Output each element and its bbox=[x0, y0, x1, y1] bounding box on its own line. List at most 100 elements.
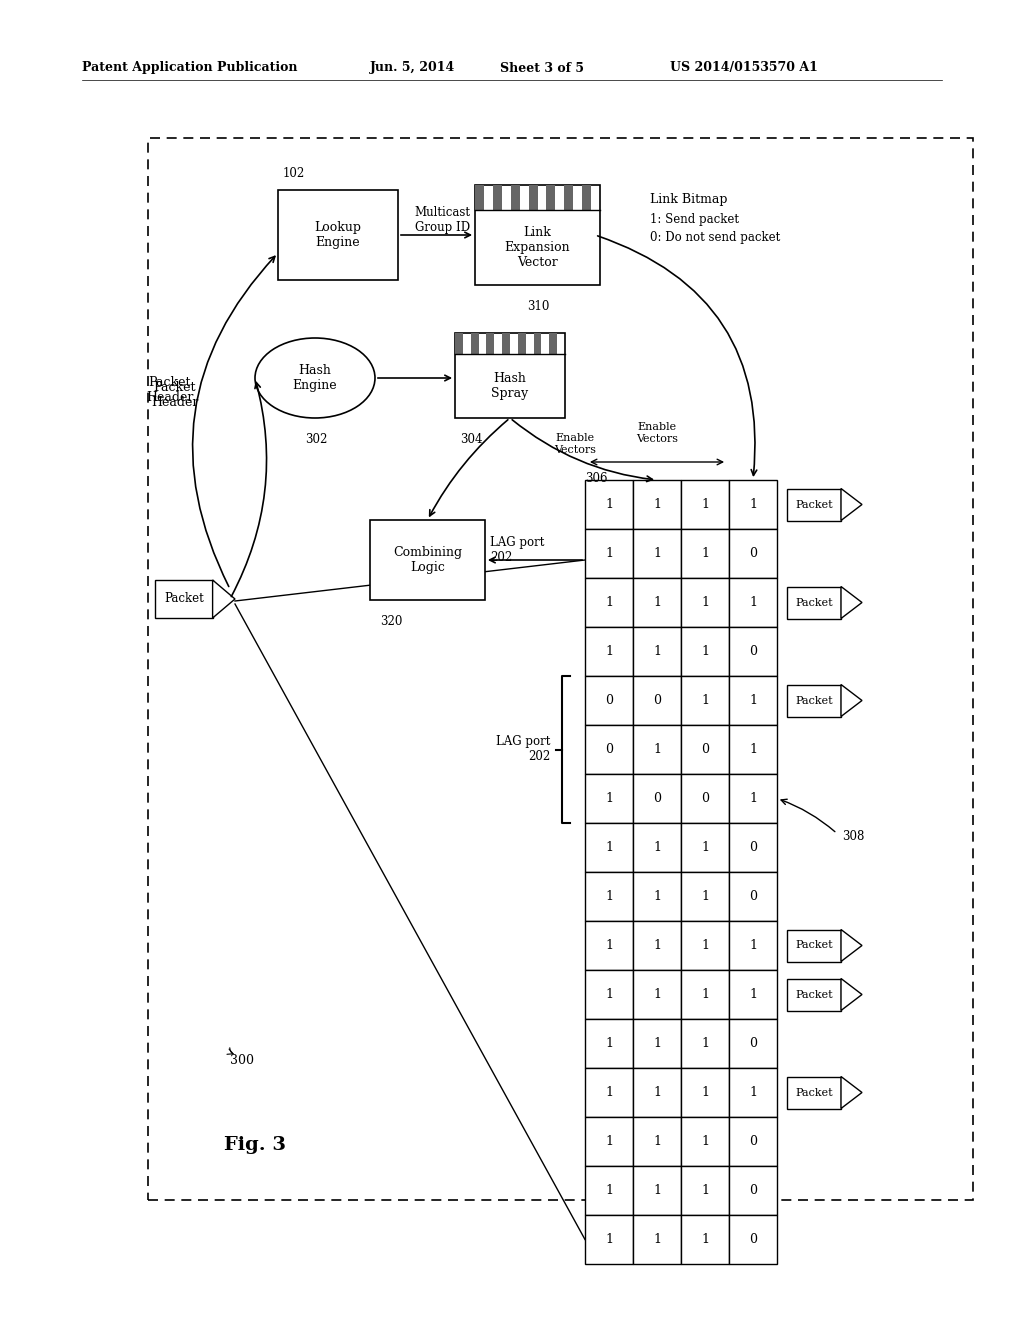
Text: Packet: Packet bbox=[164, 593, 204, 606]
Bar bbox=[681, 1019, 729, 1068]
Bar bbox=[681, 873, 729, 921]
Text: Jun. 5, 2014: Jun. 5, 2014 bbox=[370, 62, 456, 74]
Bar bbox=[729, 774, 777, 822]
Bar bbox=[549, 333, 557, 354]
Text: 1: 1 bbox=[653, 597, 662, 609]
Bar bbox=[585, 1214, 633, 1265]
Bar bbox=[787, 1077, 841, 1109]
Text: 1: 1 bbox=[701, 1184, 709, 1197]
Bar bbox=[681, 578, 729, 627]
Bar bbox=[585, 970, 633, 1019]
Text: Packet: Packet bbox=[796, 1088, 833, 1097]
Bar bbox=[633, 921, 681, 970]
Bar bbox=[633, 480, 681, 529]
Text: 1: 1 bbox=[605, 792, 613, 805]
Bar bbox=[502, 333, 510, 354]
Bar bbox=[633, 1214, 681, 1265]
Text: 1: Send packet: 1: Send packet bbox=[650, 214, 739, 227]
Bar bbox=[564, 185, 573, 210]
Bar bbox=[493, 185, 502, 210]
Text: 1: 1 bbox=[653, 939, 662, 952]
Bar bbox=[729, 970, 777, 1019]
Bar bbox=[585, 1117, 633, 1166]
Text: 1: 1 bbox=[701, 841, 709, 854]
Bar bbox=[633, 627, 681, 676]
Bar bbox=[729, 529, 777, 578]
Text: 1: 1 bbox=[701, 890, 709, 903]
Text: 1: 1 bbox=[653, 1233, 662, 1246]
Bar bbox=[585, 578, 633, 627]
Bar bbox=[681, 774, 729, 822]
Bar bbox=[633, 873, 681, 921]
Text: 1: 1 bbox=[701, 694, 709, 708]
Text: Packet
Header: Packet Header bbox=[146, 376, 194, 404]
Text: 304: 304 bbox=[460, 433, 482, 446]
Bar bbox=[633, 529, 681, 578]
Bar bbox=[633, 676, 681, 725]
Bar bbox=[681, 921, 729, 970]
Text: 1: 1 bbox=[653, 645, 662, 657]
Text: Packet
Header: Packet Header bbox=[152, 381, 199, 409]
Text: 1: 1 bbox=[605, 1086, 613, 1100]
Text: 1: 1 bbox=[749, 792, 757, 805]
Ellipse shape bbox=[255, 338, 375, 418]
Bar bbox=[729, 1019, 777, 1068]
Text: 1: 1 bbox=[653, 987, 662, 1001]
Text: Fig. 3: Fig. 3 bbox=[224, 1137, 286, 1154]
Bar bbox=[585, 627, 633, 676]
Bar bbox=[681, 1117, 729, 1166]
Text: 1: 1 bbox=[653, 1184, 662, 1197]
Text: 0: Do not send packet: 0: Do not send packet bbox=[650, 231, 780, 244]
Bar bbox=[787, 586, 841, 619]
Text: 0: 0 bbox=[749, 1233, 757, 1246]
Bar bbox=[729, 578, 777, 627]
Bar bbox=[729, 1117, 777, 1166]
Text: 1: 1 bbox=[653, 546, 662, 560]
Text: 0: 0 bbox=[701, 792, 709, 805]
Text: Packet: Packet bbox=[796, 940, 833, 950]
Text: 1: 1 bbox=[701, 645, 709, 657]
Bar bbox=[787, 929, 841, 961]
Text: 302: 302 bbox=[305, 433, 328, 446]
Text: 1: 1 bbox=[653, 1038, 662, 1049]
Text: 1: 1 bbox=[653, 1135, 662, 1148]
Bar bbox=[585, 480, 633, 529]
Bar bbox=[729, 627, 777, 676]
Bar bbox=[729, 1166, 777, 1214]
Bar bbox=[585, 1019, 633, 1068]
Text: 0: 0 bbox=[749, 1038, 757, 1049]
Bar bbox=[155, 579, 213, 618]
Bar bbox=[633, 822, 681, 873]
Text: 1: 1 bbox=[605, 939, 613, 952]
Bar bbox=[475, 185, 484, 210]
Text: 1: 1 bbox=[653, 890, 662, 903]
Bar bbox=[633, 1166, 681, 1214]
Text: 308: 308 bbox=[842, 830, 864, 843]
Text: Enable
Vectors: Enable Vectors bbox=[636, 422, 678, 444]
Polygon shape bbox=[213, 579, 234, 618]
Text: 102: 102 bbox=[283, 168, 305, 180]
Text: Packet: Packet bbox=[796, 499, 833, 510]
Text: Sheet 3 of 5: Sheet 3 of 5 bbox=[500, 62, 584, 74]
Text: 1: 1 bbox=[749, 597, 757, 609]
Text: Combining
Logic: Combining Logic bbox=[393, 546, 462, 574]
Bar bbox=[471, 333, 478, 354]
Text: 1: 1 bbox=[701, 597, 709, 609]
Text: 1: 1 bbox=[749, 694, 757, 708]
Text: 1: 1 bbox=[749, 1086, 757, 1100]
Text: 1: 1 bbox=[605, 498, 613, 511]
Bar bbox=[633, 578, 681, 627]
Text: 1: 1 bbox=[749, 743, 757, 756]
Bar bbox=[585, 1068, 633, 1117]
Text: 1: 1 bbox=[605, 597, 613, 609]
Text: Packet: Packet bbox=[796, 696, 833, 705]
Bar bbox=[585, 873, 633, 921]
Bar bbox=[528, 185, 538, 210]
Polygon shape bbox=[841, 586, 862, 619]
Text: 1: 1 bbox=[605, 841, 613, 854]
Bar bbox=[729, 873, 777, 921]
Bar bbox=[681, 1068, 729, 1117]
Bar bbox=[729, 480, 777, 529]
Bar bbox=[633, 970, 681, 1019]
Bar bbox=[475, 185, 600, 285]
